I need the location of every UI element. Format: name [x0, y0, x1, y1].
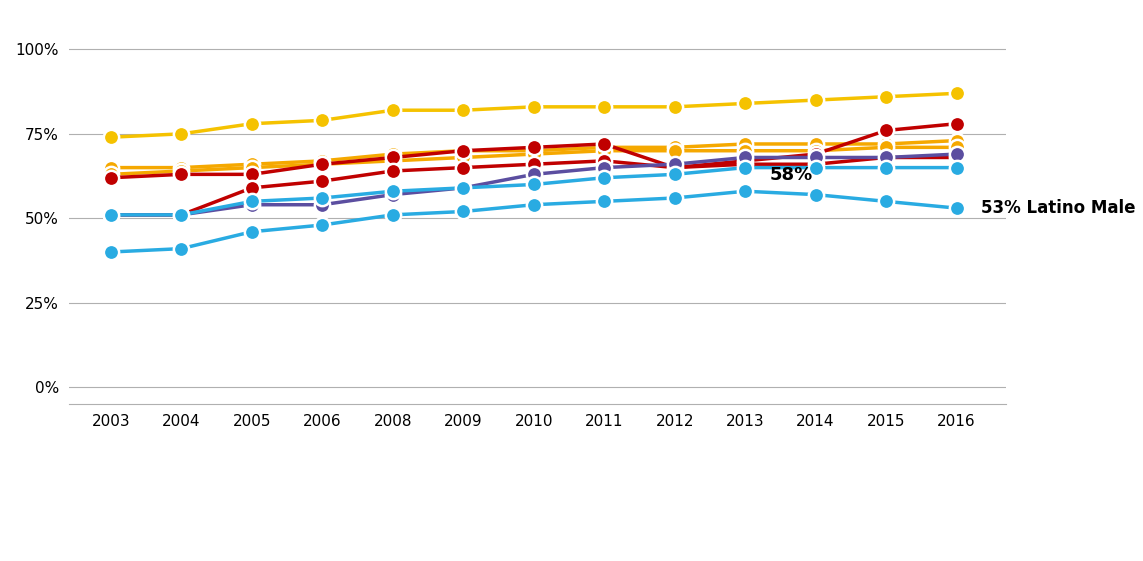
Text: 58%: 58%	[769, 167, 813, 185]
Text: 53% Latino Male: 53% Latino Male	[981, 199, 1136, 217]
